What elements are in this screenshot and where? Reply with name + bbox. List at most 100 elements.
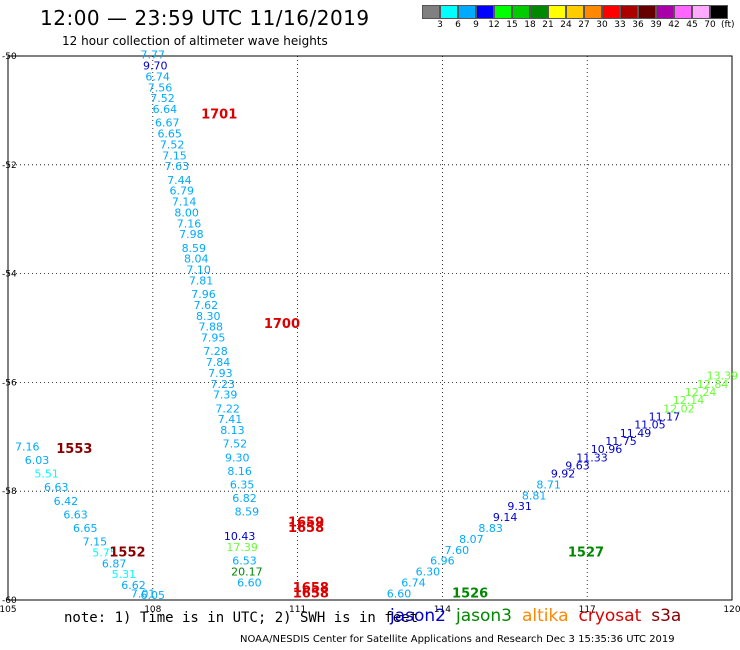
page-title: 12:00 — 23:59 UTC 11/16/2019: [40, 6, 370, 30]
credit-text: NOAA/NESDIS Center for Satellite Applica…: [240, 634, 675, 645]
x-tick-label: 114: [434, 605, 451, 615]
x-tick-label: 105: [0, 605, 17, 615]
color-swatch: [620, 5, 638, 19]
data-point-label: 6.63: [44, 481, 69, 494]
data-point-label: 7.93: [208, 367, 233, 380]
color-scale-label: 24: [560, 20, 572, 30]
data-point-label: 6.67: [155, 117, 180, 130]
data-point-label: 7.15: [162, 149, 187, 162]
data-point-label: 12.84: [697, 378, 729, 391]
y-tick-label: -50: [2, 52, 17, 62]
data-point-label: 8.59: [182, 242, 207, 255]
data-point-label: 9.63: [565, 459, 590, 472]
data-point-label: 7.41: [218, 413, 243, 426]
data-point-label: 8.04: [184, 253, 209, 266]
color-scale-label: 15: [506, 20, 518, 30]
data-point-label: 7.44: [167, 174, 192, 187]
y-tick-label: -56: [2, 378, 17, 388]
data-point-label: 7.16: [15, 440, 40, 453]
data-point-label: 6.65: [157, 128, 182, 141]
track-time-label: 1700: [264, 317, 300, 332]
data-point-label: 7.84: [206, 356, 231, 369]
data-point-label: 7.81: [189, 274, 214, 287]
data-point-label: 9.31: [507, 500, 532, 513]
data-point-label: 6.60: [387, 587, 412, 600]
data-point-label: 6.65: [73, 522, 98, 535]
data-point-label: 7.88: [198, 321, 223, 334]
data-point-label: 11.17: [649, 410, 681, 423]
track-time-label: 1701: [201, 108, 237, 123]
color-swatch: [692, 5, 710, 19]
data-point-label: 6.63: [63, 508, 88, 521]
track-time-label: 1526: [452, 586, 488, 601]
data-point-label: 9.30: [225, 451, 250, 464]
data-point-label: 10.96: [591, 443, 623, 456]
data-point-label: 7.56: [148, 81, 173, 94]
color-scale-label: 21: [542, 20, 554, 30]
color-swatch: [440, 5, 458, 19]
data-point-label: 7.52: [160, 138, 185, 151]
color-scale-label: 70: [704, 20, 716, 30]
data-point-label: 7.95: [201, 332, 226, 345]
track-time-label: 1553: [56, 442, 92, 457]
data-point-label: 7.16: [177, 217, 202, 230]
y-tick-label: -58: [2, 487, 17, 497]
data-point-label: 8.16: [227, 465, 252, 478]
data-point-label: 6.35: [230, 478, 255, 491]
data-point-label: 7.22: [215, 402, 240, 415]
color-scale-label: 39: [650, 20, 662, 30]
track-time-label: 1527: [568, 545, 604, 560]
data-point-label: 7.62: [194, 299, 219, 312]
data-point-label: 6.96: [430, 555, 455, 568]
x-tick-label: 111: [289, 605, 306, 615]
data-point-label: 11.05: [634, 419, 666, 432]
color-scale-label: 42: [668, 20, 680, 30]
color-scale-unit: (ft): [721, 20, 735, 30]
color-scale-label: 30: [596, 20, 608, 30]
color-swatch: [476, 5, 494, 19]
data-point-label: 5.75: [92, 546, 117, 559]
data-point-label: 12.02: [663, 402, 695, 415]
color-scale-legend: 3 6 9 12 15 18 21 24 27 30 33 36 39 42 45 70 (ft): [422, 5, 735, 31]
data-point-label: 7.39: [213, 389, 238, 402]
data-point-label: 7.96: [191, 288, 216, 301]
color-swatch: [638, 5, 656, 19]
data-point-label: 7.60: [445, 544, 470, 557]
color-swatch: [422, 5, 440, 19]
color-scale-label: 9: [473, 20, 479, 30]
color-swatch: [494, 5, 512, 19]
color-swatch: [710, 5, 728, 19]
x-tick-label: 108: [144, 605, 161, 615]
data-point-label: 17.39: [226, 541, 258, 554]
data-point-label: 11.75: [605, 435, 637, 448]
data-point-label: 20.17: [231, 566, 263, 579]
plot-frame: [7, 55, 733, 601]
data-point-label: 5.31: [112, 568, 137, 581]
data-point-label: 7.01: [131, 587, 156, 600]
data-point-label: 7.14: [172, 196, 197, 209]
color-swatch: [530, 5, 548, 19]
data-point-label: 6.74: [145, 70, 170, 83]
color-scale-label: 36: [632, 20, 644, 30]
data-point-label: 7.77: [141, 49, 166, 62]
color-swatch: [566, 5, 584, 19]
data-point-label: 7.52: [223, 438, 248, 451]
x-tick-label: 120: [723, 605, 740, 615]
data-point-label: 6.62: [121, 579, 146, 592]
data-point-label: 7.10: [186, 264, 211, 277]
color-scale-label: 3: [437, 20, 443, 30]
data-point-label: 6.05: [141, 589, 166, 602]
legend-item-jason3: jason3: [456, 606, 512, 626]
color-swatch: [674, 5, 692, 19]
data-point-label: 10.43: [224, 530, 256, 543]
color-swatch: [548, 5, 566, 19]
track-time-label: 1658: [293, 586, 329, 601]
data-point-label: 8.30: [196, 310, 221, 323]
data-point-label: 8.07: [459, 533, 484, 546]
data-point-label: 8.00: [174, 206, 199, 219]
data-point-label: 7.28: [203, 345, 228, 358]
data-point-label: 8.13: [220, 424, 245, 437]
data-point-label: 9.14: [493, 511, 518, 524]
data-point-label: 8.81: [522, 489, 547, 502]
